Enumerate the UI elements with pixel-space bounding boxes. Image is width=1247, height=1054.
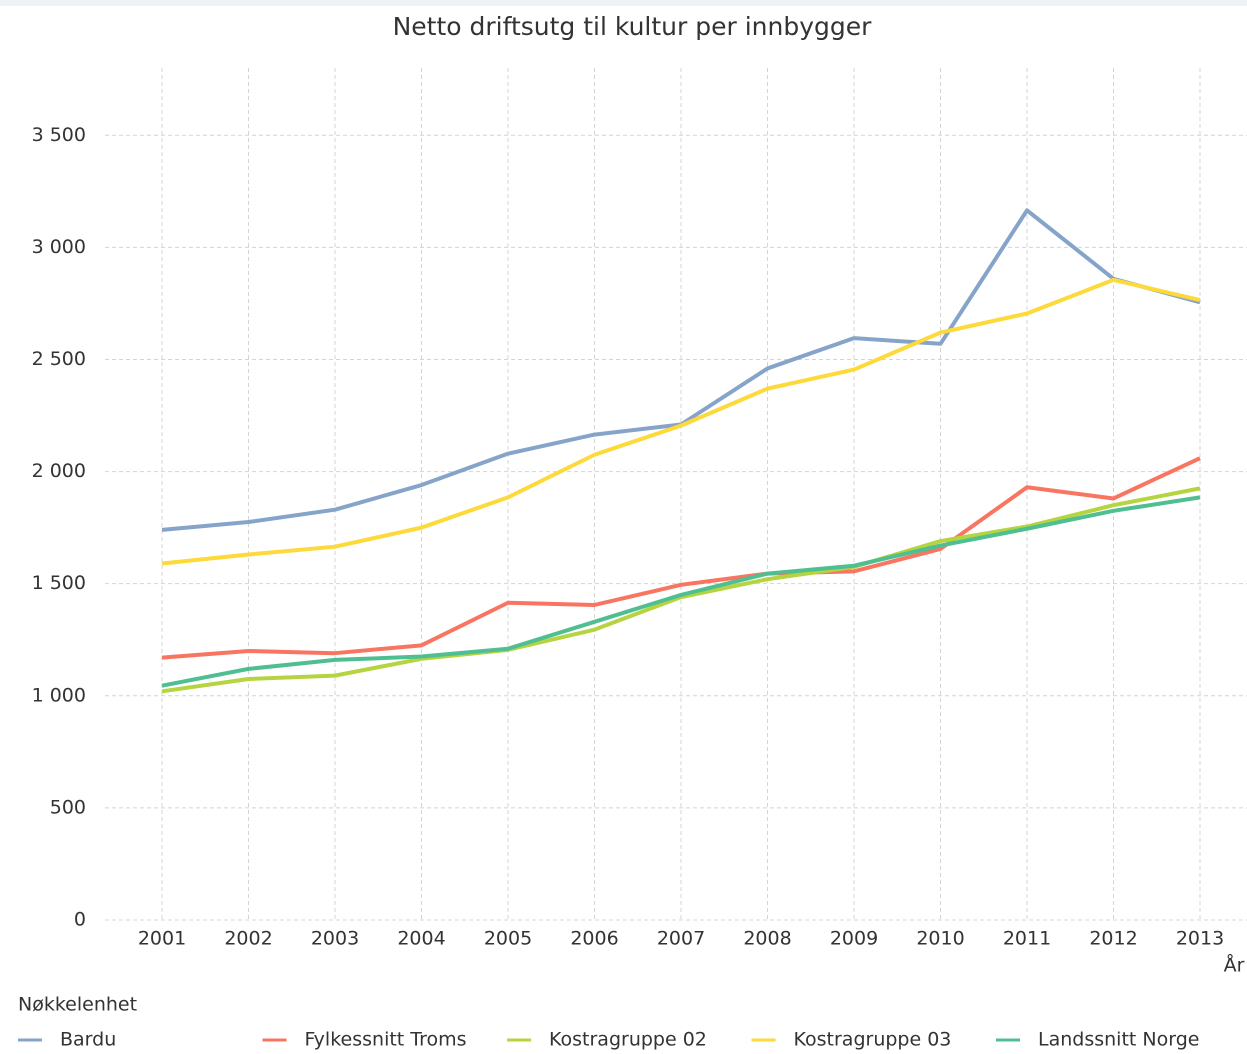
x-tick-label: 2004: [397, 928, 445, 950]
series-line: [161, 456, 1201, 660]
legend-label: Kostragruppe 03: [794, 1029, 952, 1051]
legend-label: Landssnitt Norge: [1038, 1029, 1199, 1051]
x-axis-label: År: [1224, 954, 1245, 977]
series-line: [161, 277, 1201, 566]
legend-label: Kostragruppe 02: [549, 1029, 707, 1051]
y-tick-label: 1 500: [32, 572, 86, 594]
y-tick-label: 0: [74, 909, 86, 931]
x-tick-label: 2010: [916, 928, 964, 950]
x-tick-label: 2006: [570, 928, 618, 950]
x-tick-label: 2012: [1089, 928, 1137, 950]
legend-title: Nøkkelenhet: [18, 994, 137, 1016]
y-tick-label: 2 000: [32, 460, 86, 482]
chart-title: Netto driftsutg til kultur per innbygger: [393, 12, 873, 41]
x-tick-label: 2001: [138, 928, 186, 950]
x-tick-label: 2003: [311, 928, 359, 950]
y-tick-label: 500: [50, 796, 86, 818]
legend-label: Fylkessnitt Troms: [305, 1029, 467, 1051]
y-tick-label: 3 000: [32, 236, 86, 258]
legend-label: Bardu: [60, 1029, 116, 1051]
x-tick-label: 2007: [657, 928, 705, 950]
y-tick-label: 3 500: [32, 124, 86, 146]
x-tick-label: 2008: [743, 928, 791, 950]
x-tick-label: 2005: [484, 928, 532, 950]
series-line: [161, 486, 1201, 694]
x-tick-label: 2002: [224, 928, 272, 950]
y-tick-label: 2 500: [32, 348, 86, 370]
x-tick-label: 2009: [830, 928, 878, 950]
y-tick-label: 1 000: [32, 684, 86, 706]
x-tick-label: 2013: [1176, 928, 1224, 950]
top-band: [0, 0, 1247, 6]
x-tick-label: 2011: [1003, 928, 1051, 950]
series-line: [161, 495, 1201, 688]
